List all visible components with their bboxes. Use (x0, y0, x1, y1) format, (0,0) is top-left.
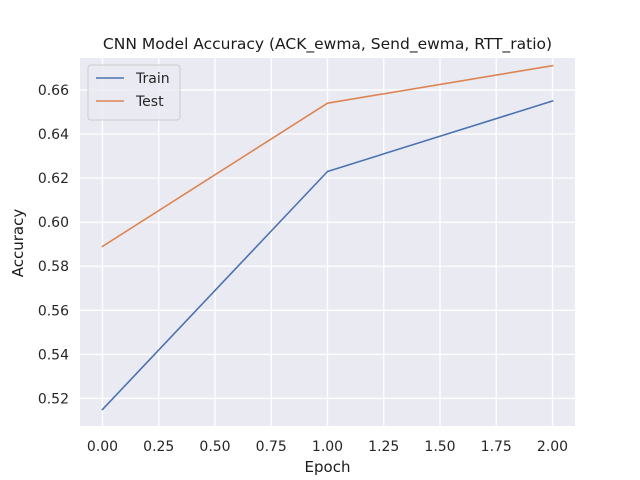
x-axis-title: Epoch (305, 458, 351, 476)
x-tick-label: 0.00 (87, 439, 118, 455)
y-axis-title: Accuracy (9, 209, 27, 278)
y-tick-label: 0.64 (38, 127, 69, 143)
legend-label-test: Test (135, 94, 164, 110)
x-tick-label: 1.00 (312, 439, 343, 455)
y-tick-label: 0.54 (38, 347, 69, 363)
y-tick-label: 0.56 (38, 303, 69, 319)
legend: Train Test (87, 64, 181, 121)
series-line-train (101, 99, 554, 411)
legend-label-train: Train (135, 71, 170, 87)
y-tick-label: 0.58 (38, 259, 69, 275)
y-tick-label: 0.52 (38, 391, 69, 407)
chart-title: CNN Model Accuracy (ACK_ewma, Send_ewma,… (103, 35, 552, 54)
x-tick-label: 0.50 (199, 439, 230, 455)
x-tick-label: 0.25 (143, 439, 174, 455)
x-tick-label: 0.75 (256, 439, 287, 455)
x-tick-label: 2.00 (537, 439, 568, 455)
y-tick-label: 0.66 (38, 83, 69, 99)
y-tick-label: 0.62 (38, 171, 69, 187)
y-tick-label: 0.60 (38, 215, 69, 231)
series-lines (101, 64, 554, 411)
x-tick-labels: 0.00 0.25 0.50 0.75 1.00 1.25 1.50 1.75 2.00 (87, 439, 568, 455)
x-tick-label: 1.25 (368, 439, 399, 455)
x-tick-label: 1.50 (424, 439, 455, 455)
x-tick-label: 1.75 (481, 439, 512, 455)
y-gridlines (80, 89, 575, 400)
y-tick-labels: 0.52 0.54 0.56 0.58 0.60 0.62 0.64 0.66 (38, 83, 69, 408)
series-line-test (101, 64, 554, 248)
